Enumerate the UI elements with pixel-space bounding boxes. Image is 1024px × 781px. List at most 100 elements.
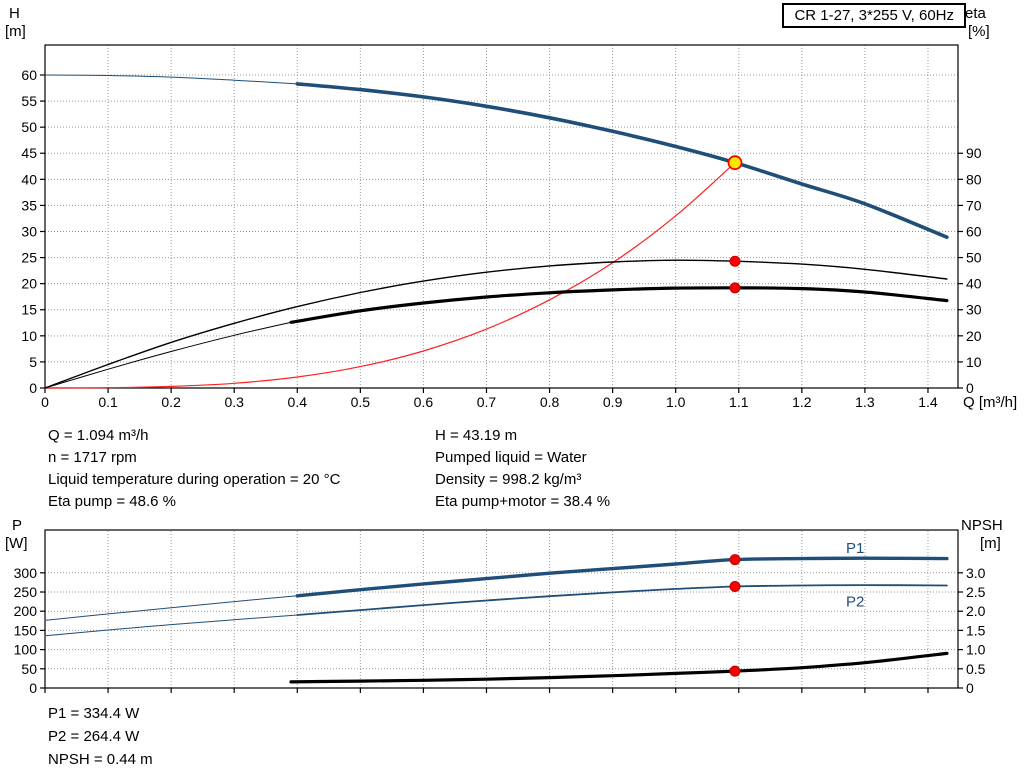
info-flow: Q = 1.094 m³/h (48, 427, 149, 444)
series-h-curve (295, 82, 949, 239)
y-right-tick-label: 60 (966, 223, 982, 239)
y-left-tick-label: 20 (21, 276, 37, 292)
series-p2 (296, 584, 948, 616)
y-right-tick-label: 3.0 (966, 565, 986, 581)
x-tick-label: 0.8 (540, 394, 560, 410)
duty-info-left-column: Q = 1.094 m³/h n = 1717 rpm Liquid tempe… (48, 425, 340, 513)
p2-point (729, 580, 741, 592)
y-right-tick-label: 20 (966, 328, 982, 344)
eta-axis-title: eta (965, 5, 986, 22)
info-liquid-temp: Liquid temperature during operation = 20… (48, 471, 341, 488)
plot-frame (44, 44, 959, 389)
info-p2: P2 = 264.4 W (48, 728, 140, 745)
x-tick-label: 1.2 (792, 394, 812, 410)
y-right-tick-label: 70 (966, 197, 982, 213)
h-axis-unit: [m] (5, 23, 26, 40)
y-left-tick-label: 150 (14, 622, 38, 638)
y-right-tick-label: 10 (966, 354, 982, 370)
chart-power-npsh: 0 50 100 150 200 250 300 0 0.5 1.0 1.5 2.0 2.5 3.0 P1 P… (14, 529, 986, 696)
x-tick-label: 0 (41, 394, 49, 410)
series-npsh-curve (289, 651, 949, 684)
series-p1-lead (44, 595, 298, 621)
y-right-tick-label: 2.0 (966, 603, 986, 619)
y-left-tick-label: 10 (21, 328, 37, 344)
y-left-tick-label: 40 (21, 171, 37, 187)
y-left-tick-label: 60 (21, 67, 37, 83)
y-left-tick-label: 5 (29, 354, 37, 370)
y-right-tick-label: 30 (966, 302, 982, 318)
info-npsh: NPSH = 0.44 m (48, 751, 153, 768)
y-right-tick-label: 0 (966, 380, 974, 396)
y-left-tick-label: 25 (21, 250, 37, 266)
npsh-axis-title: NPSH (961, 517, 1003, 534)
y-left-tick-label: 55 (21, 93, 37, 109)
eta-pump-motor-point (729, 282, 741, 294)
y-right-tick-label: 1.5 (966, 622, 986, 638)
series-h-curve-lead (44, 74, 298, 85)
y-left-tick-label: 35 (21, 197, 37, 213)
info-pumped-liquid: Pumped liquid = Water (435, 449, 587, 466)
x-tick-label: 1.3 (855, 394, 875, 410)
eta-pump-point (729, 255, 741, 267)
y-left-tick-label: 0 (29, 380, 37, 396)
series-label-p1: P1 (846, 540, 864, 557)
y-right-tick-label: 0.5 (966, 661, 986, 677)
duty-point-marker[interactable] (727, 155, 743, 171)
series-eta-pump-motor (289, 286, 949, 324)
series-system-curve (44, 162, 736, 389)
y-right-tick-label: 90 (966, 145, 982, 161)
plot-frame (44, 529, 959, 689)
x-tick-label: 0.5 (351, 394, 371, 410)
y-left-tick-label: 45 (21, 145, 37, 161)
duty-info-right-column: H = 43.19 m Pumped liquid = Water Densit… (435, 425, 610, 513)
y-right-tick-label: 80 (966, 171, 982, 187)
y-left-tick-label: 50 (21, 661, 37, 677)
y-left-tick-label: 0 (29, 680, 37, 696)
x-tick-label: 0.1 (98, 394, 118, 410)
y-left-tick-label: 300 (14, 565, 38, 581)
series-p2-lead (44, 614, 298, 637)
power-info-column: P1 = 334.4 W P2 = 264.4 W NPSH = 0.44 m (48, 702, 153, 771)
info-speed: n = 1717 rpm (48, 449, 137, 466)
chart-qh-eta: 0 0.1 0.2 0.3 0.4 0.5 0.6 0.7 0.8 0.9 1.0 1.1 1.2 1.3… (21, 44, 982, 410)
series-eta-pump (44, 259, 948, 389)
y-left-tick-label: 30 (21, 223, 37, 239)
series-label-p2: P2 (846, 594, 864, 611)
y-left-tick-label: 200 (14, 603, 38, 619)
series-p1 (295, 556, 949, 598)
info-density: Density = 998.2 kg/m³ (435, 471, 582, 488)
q-axis-title: Q [m³/h] (963, 394, 1018, 411)
y-left-tick-label: 250 (14, 584, 38, 600)
y-left-tick-label: 50 (21, 119, 37, 135)
series-eta-pump-motor-lead (44, 321, 292, 389)
p-axis-title: P (12, 517, 23, 534)
y-left-tick-label: 15 (21, 302, 37, 318)
x-tick-label: 1.1 (729, 394, 749, 410)
y-left-tick-label: 100 (14, 642, 38, 658)
x-tick-label: 1.0 (666, 394, 686, 410)
npsh-point (729, 665, 741, 677)
y-right-tick-label: 40 (966, 276, 982, 292)
npsh-axis-unit: [m] (980, 535, 1001, 552)
x-tick-label: 0.2 (161, 394, 181, 410)
x-tick-label: 1.4 (918, 394, 938, 410)
x-tick-label: 0.7 (477, 394, 497, 410)
p1-point (729, 554, 741, 566)
y-right-tick-label: 0 (966, 680, 974, 696)
x-tick-label: 0.3 (224, 394, 244, 410)
info-eta-pump-motor: Eta pump+motor = 38.4 % (435, 493, 611, 510)
p-axis-unit: [W] (5, 535, 28, 552)
h-axis-title: H (9, 5, 20, 22)
x-tick-label: 0.6 (414, 394, 434, 410)
y-right-tick-label: 2.5 (966, 584, 986, 600)
x-tick-label: 0.4 (288, 394, 308, 410)
x-tick-label: 0.9 (603, 394, 623, 410)
y-right-tick-label: 50 (966, 250, 982, 266)
pump-model-box: CR 1-27, 3*255 V, 60Hz (782, 3, 966, 28)
eta-axis-unit: [%] (968, 23, 990, 40)
info-head: H = 43.19 m (435, 427, 518, 444)
y-right-tick-label: 1.0 (966, 642, 986, 658)
info-p1: P1 = 334.4 W (48, 705, 140, 722)
